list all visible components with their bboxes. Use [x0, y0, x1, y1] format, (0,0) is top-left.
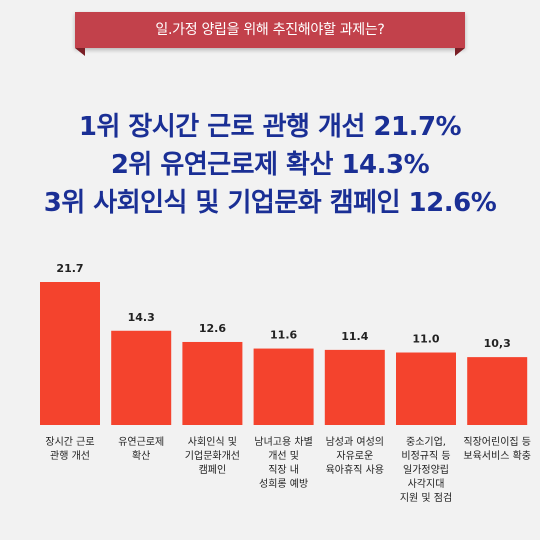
header-title: 일.가정 양립을 위해 추진해야할 과제는? — [155, 22, 385, 38]
value-label-4: 11.6 — [270, 329, 297, 342]
headline-rank-2: 2위 유연근로제 확산 14.3% — [110, 150, 430, 180]
value-label-1: 21.7 — [56, 262, 83, 275]
bar-chart: 21.7 장시간 근로 관행 개선 14.3 유연근로제 확산 12.6 사회인식 및 기업문화… — [40, 262, 531, 504]
bar-1 — [40, 282, 100, 425]
headline-rank-3: 3위 사회인식 및 기업문화 캠페인 12.6% — [43, 188, 497, 218]
category-label-2: 유연근로제 확산 — [118, 436, 164, 462]
category-label-7: 직장어린이집 등 보육서비스 확충 — [463, 436, 531, 462]
headline-rank-1: 1위 장시간 근로 관행 개선 21.7% — [78, 112, 462, 142]
value-label-2: 14.3 — [128, 311, 155, 324]
header-banner: 일.가정 양립을 위해 추진해야할 과제는? — [75, 12, 465, 56]
bar-6 — [396, 352, 456, 425]
bar-4 — [253, 348, 314, 425]
value-label-5: 11.4 — [341, 330, 368, 343]
value-label-6: 11.0 — [412, 333, 439, 346]
bar-5 — [324, 349, 385, 425]
bar-7 — [467, 357, 528, 425]
value-label-7: 10,3 — [484, 337, 511, 350]
category-label-5: 남성과 여성의 자유로운 육아휴직 사용 — [326, 436, 384, 476]
bar-2 — [111, 330, 172, 425]
category-label-6: 중소기업, 비정규직 등 일가정양립 사각지대 지원 및 점검 — [400, 435, 452, 504]
value-label-3: 12.6 — [199, 322, 226, 335]
bar-3 — [182, 341, 243, 425]
category-label-3: 사회인식 및 기업문화개선 캠페인 — [185, 436, 240, 476]
category-label-4: 남녀고용 차별 개선 및 직장 내 성희롱 예방 — [254, 436, 312, 490]
category-label-1: 장시간 근로 관행 개선 — [45, 436, 94, 462]
